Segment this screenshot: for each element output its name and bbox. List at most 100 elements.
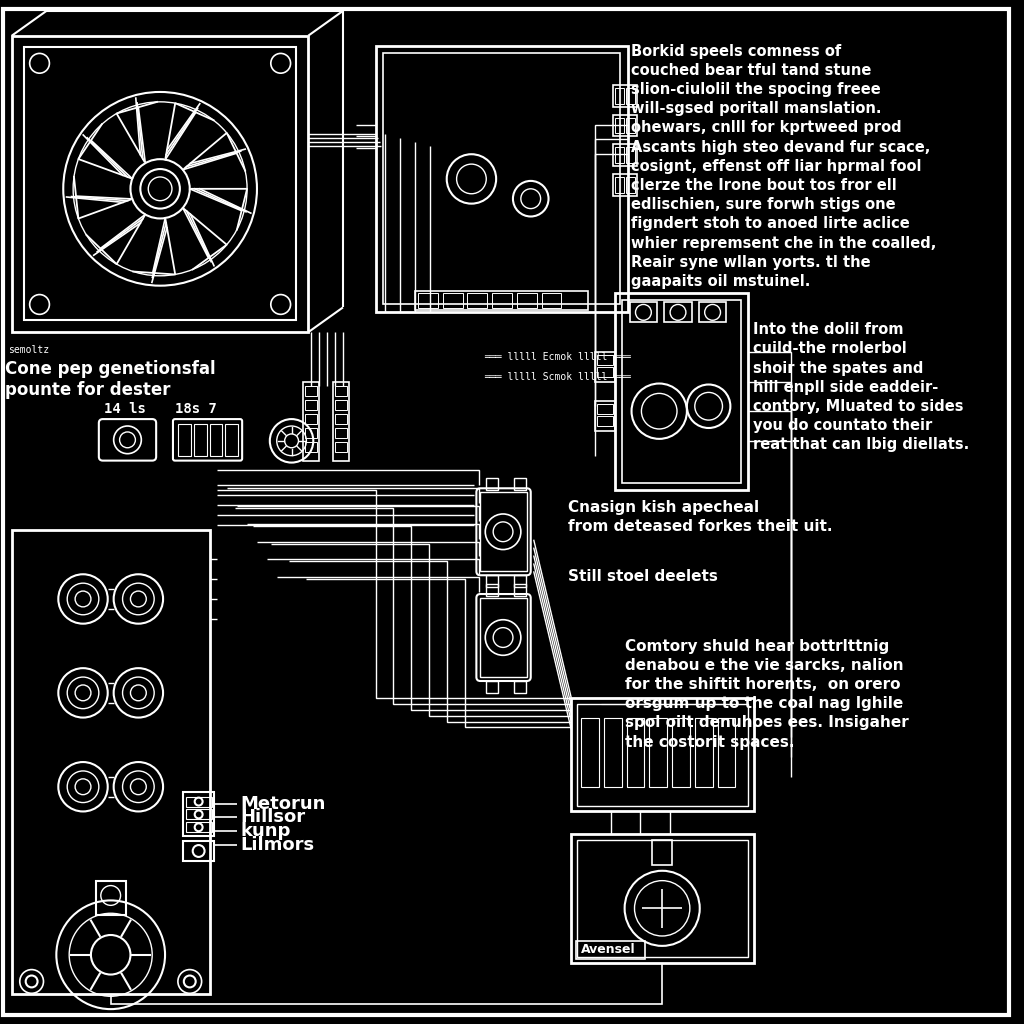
Text: Lilmors: Lilmors <box>241 836 314 854</box>
Circle shape <box>457 164 486 194</box>
Bar <box>582 718 599 786</box>
Circle shape <box>195 823 203 831</box>
Circle shape <box>184 976 196 987</box>
Bar <box>178 424 190 456</box>
Bar <box>335 414 347 424</box>
Bar <box>305 428 317 438</box>
Bar <box>626 88 635 103</box>
Bar <box>614 293 749 490</box>
Bar <box>514 478 525 490</box>
Bar <box>597 404 612 414</box>
Bar <box>194 424 207 456</box>
Bar <box>595 352 614 382</box>
Text: Into the dolil from
cuild-the rnolerbol
shoir the spates and
hill enpll side ead: Into the dolil from cuild-the rnolerbol … <box>753 323 970 453</box>
Bar <box>185 822 212 833</box>
Text: Cone pep genetionsfal
pounte for dester: Cone pep genetionsfal pounte for dester <box>5 359 216 398</box>
Bar <box>698 302 726 323</box>
Bar <box>571 697 754 811</box>
Bar <box>612 174 638 196</box>
Bar <box>12 36 308 332</box>
Circle shape <box>670 304 686 321</box>
Circle shape <box>641 393 677 429</box>
Bar <box>578 840 749 956</box>
Circle shape <box>494 522 513 542</box>
Bar <box>514 584 525 596</box>
Circle shape <box>148 177 172 201</box>
Bar <box>335 386 347 396</box>
Bar <box>630 302 657 323</box>
Bar <box>595 401 614 431</box>
Bar <box>468 293 487 308</box>
Bar <box>305 441 317 452</box>
Bar <box>612 85 638 106</box>
Bar <box>415 291 588 310</box>
Text: Comtory shuld hear bottrlttnig
denabou e the vie sarcks, nalion
for the shiftit : Comtory shuld hear bottrlttnig denabou e… <box>625 639 908 750</box>
Bar <box>614 88 624 103</box>
Circle shape <box>521 188 541 209</box>
Bar <box>571 835 754 963</box>
Bar <box>597 416 612 426</box>
Bar <box>335 428 347 438</box>
Bar <box>418 293 438 308</box>
Bar <box>612 115 638 136</box>
Text: 14 ls: 14 ls <box>103 402 145 416</box>
Bar <box>604 718 622 786</box>
Bar <box>514 681 525 693</box>
Text: Hillsor: Hillsor <box>241 808 305 826</box>
Bar <box>183 792 214 837</box>
Bar <box>185 810 212 819</box>
Text: kunp: kunp <box>241 822 291 841</box>
Bar <box>614 177 624 193</box>
Text: 18s 7: 18s 7 <box>175 402 217 416</box>
Bar <box>486 584 498 596</box>
Text: ═══ lllll Scmok lllll ═══: ═══ lllll Scmok lllll ═══ <box>484 372 631 382</box>
Text: ═══ lllll Ecmok lllll ═══: ═══ lllll Ecmok lllll ═══ <box>484 352 631 361</box>
Bar <box>225 424 239 456</box>
Bar <box>480 598 526 677</box>
Bar <box>626 118 635 133</box>
Circle shape <box>130 779 146 795</box>
Bar <box>718 718 735 786</box>
Bar <box>183 841 214 861</box>
Bar <box>335 441 347 452</box>
Circle shape <box>75 685 91 700</box>
Bar <box>305 414 317 424</box>
Bar <box>578 703 749 806</box>
Bar <box>597 367 612 377</box>
Circle shape <box>26 976 38 987</box>
Text: Still stoel deelets: Still stoel deelets <box>568 569 718 585</box>
Circle shape <box>195 798 203 806</box>
Bar <box>577 941 645 958</box>
Circle shape <box>695 392 723 420</box>
Bar <box>185 797 212 807</box>
Bar <box>305 400 317 411</box>
Bar <box>210 424 222 456</box>
Circle shape <box>130 685 146 700</box>
Circle shape <box>636 304 651 321</box>
Text: semoltz: semoltz <box>8 345 49 355</box>
Bar <box>665 302 692 323</box>
Circle shape <box>195 810 203 818</box>
Circle shape <box>130 591 146 607</box>
Bar <box>627 718 644 786</box>
Bar <box>626 177 635 193</box>
Bar <box>626 147 635 163</box>
Bar <box>517 293 537 308</box>
Circle shape <box>285 434 298 447</box>
Text: Borkid speels comness of
couched bear tful tand stune
slion-ciulolil the spocing: Borkid speels comness of couched bear tf… <box>631 44 936 289</box>
Bar <box>12 529 210 994</box>
Circle shape <box>494 628 513 647</box>
Text: Cnasign kish apecheal
from deteased forkes theit uit.: Cnasign kish apecheal from deteased fork… <box>568 500 833 534</box>
Bar <box>96 881 126 915</box>
Bar <box>442 293 463 308</box>
Bar <box>24 47 297 321</box>
Bar <box>622 299 741 483</box>
Bar <box>514 575 525 587</box>
Bar <box>672 718 690 786</box>
Text: Avensel: Avensel <box>582 943 636 956</box>
Bar <box>333 382 349 461</box>
Bar <box>486 478 498 490</box>
Circle shape <box>705 304 721 321</box>
Circle shape <box>75 591 91 607</box>
Bar <box>305 386 317 396</box>
